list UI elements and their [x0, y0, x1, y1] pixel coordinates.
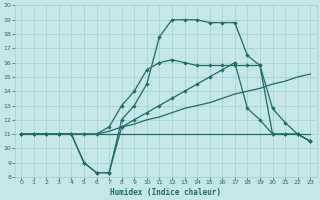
- X-axis label: Humidex (Indice chaleur): Humidex (Indice chaleur): [110, 188, 221, 197]
